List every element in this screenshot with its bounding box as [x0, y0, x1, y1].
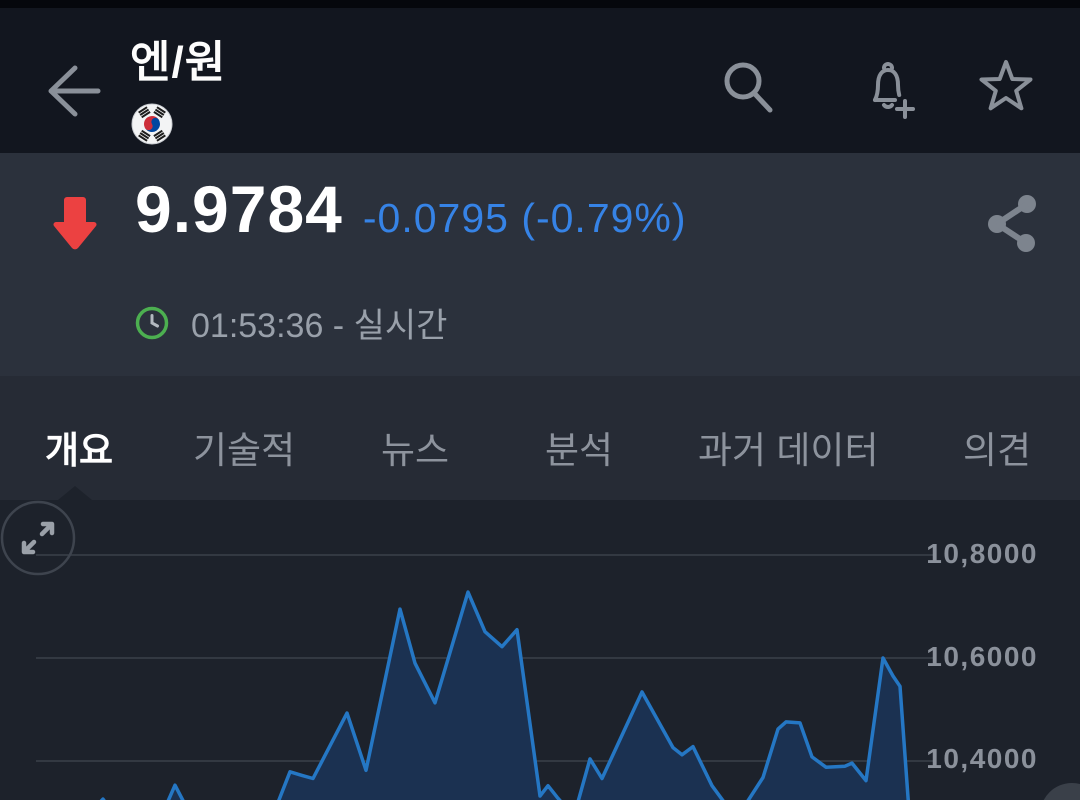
tab-technical[interactable]: 기술적	[193, 430, 296, 471]
time-row: 01:53:36 - 실시간	[135, 298, 447, 347]
price-down-arrow-icon	[53, 197, 97, 250]
status-bar-strip	[0, 0, 1080, 8]
header: 엔/원	[0, 8, 1080, 153]
search-icon[interactable]	[706, 48, 786, 128]
tab-analysis[interactable]: 분석	[545, 430, 614, 471]
active-tab-indicator	[58, 486, 92, 500]
share-icon[interactable]	[978, 191, 1048, 263]
tab-historical-data[interactable]: 과거 데이터	[698, 430, 879, 471]
tab-news[interactable]: 뉴스	[381, 430, 450, 471]
expand-chart-icon[interactable]	[0, 500, 76, 576]
quote-time-label: 01:53:36 - 실시간	[191, 307, 448, 345]
tab-overview[interactable]: 개요	[45, 430, 114, 471]
tab-bar: 개요 기술적 뉴스 분석 과거 데이터 의견	[0, 376, 1080, 500]
price-chart-svg	[36, 554, 935, 800]
south-korea-flag-icon	[131, 103, 173, 145]
y-axis-tick: 10,4000	[926, 743, 1038, 774]
price-row: 9.9784 -0.0795 (-0.79%)	[135, 171, 687, 247]
tab-opinion[interactable]: 의견	[963, 430, 1032, 471]
chart-area-path	[102, 592, 909, 800]
alert-add-icon[interactable]	[848, 48, 928, 128]
price-value: 9.9784	[135, 172, 343, 246]
y-axis-tick: 10,6000	[926, 641, 1038, 672]
price-panel: 9.9784 -0.0795 (-0.79%) 01:53:36 - 실시간	[0, 153, 1080, 376]
price-change: -0.0795 (-0.79%)	[362, 195, 687, 241]
back-arrow-icon[interactable]	[30, 48, 120, 138]
favorite-star-icon[interactable]	[966, 48, 1046, 128]
y-axis-tick: 10,8000	[926, 538, 1038, 569]
clock-icon	[135, 306, 169, 339]
chart-line-path	[99, 590, 910, 800]
page-title: 엔/원	[130, 38, 227, 87]
price-chart[interactable]: 10,8000 10,6000 10,4000	[0, 500, 1080, 800]
